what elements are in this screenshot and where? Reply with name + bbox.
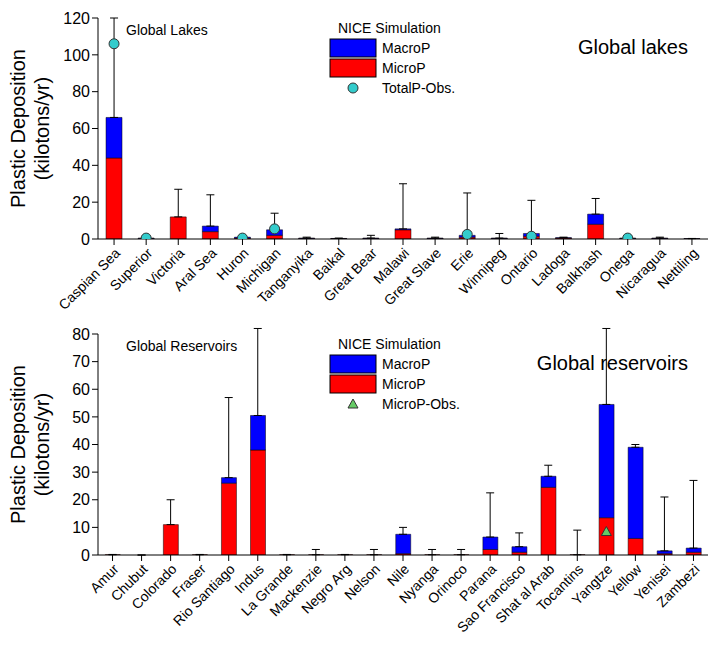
svg-text:Victoria: Victoria bbox=[143, 244, 188, 289]
html-text:MicroP: MicroP bbox=[382, 376, 426, 392]
svg-text:Orinoco: Orinoco bbox=[424, 560, 471, 607]
svg-text:Erie: Erie bbox=[447, 244, 477, 274]
html-text:Global Lakes: Global Lakes bbox=[126, 22, 208, 38]
svg-text:30: 30 bbox=[72, 464, 90, 481]
svg-text:20: 20 bbox=[72, 194, 90, 211]
svg-text:0: 0 bbox=[81, 231, 90, 248]
svg-text:Caspian Sea: Caspian Sea bbox=[55, 244, 124, 313]
svg-text:Negro Arg: Negro Arg bbox=[298, 560, 355, 617]
svg-text:Indus: Indus bbox=[231, 560, 267, 597]
svg-text:Onega: Onega bbox=[595, 244, 637, 286]
svg-text:Nelson: Nelson bbox=[341, 561, 383, 603]
svg-text:Chubut: Chubut bbox=[107, 560, 151, 605]
svg-text:Winnipeg: Winnipeg bbox=[456, 245, 509, 298]
svg-text:Yangtze: Yangtze bbox=[568, 560, 616, 608]
svg-text:Great Slave: Great Slave bbox=[381, 245, 445, 309]
html-text:NICE Simulation: NICE Simulation bbox=[338, 336, 441, 352]
svg-text:Huron: Huron bbox=[213, 244, 252, 284]
svg-text:Nyanga: Nyanga bbox=[395, 560, 442, 607]
svg-text:120: 120 bbox=[63, 10, 90, 27]
html-text:Global lakes: Global lakes bbox=[577, 36, 688, 58]
html-text:Global reservoirs: Global reservoirs bbox=[536, 352, 688, 374]
svg-text:60: 60 bbox=[72, 381, 90, 398]
html-text:MicroP-Obs.: MicroP-Obs. bbox=[382, 396, 460, 412]
svg-text:50: 50 bbox=[72, 409, 90, 426]
svg-text:La Grande: La Grande bbox=[237, 560, 296, 619]
svg-text:40: 40 bbox=[72, 157, 90, 174]
svg-text:Rio Santiago: Rio Santiago bbox=[170, 561, 238, 629]
svg-text:Amur: Amur bbox=[86, 560, 122, 596]
svg-text:Great Bear: Great Bear bbox=[320, 244, 380, 305]
html-text:NICE Simulation: NICE Simulation bbox=[338, 20, 441, 36]
svg-text:Ladoga: Ladoga bbox=[528, 244, 573, 290]
svg-text:80: 80 bbox=[72, 83, 90, 100]
svg-text:Parana: Parana bbox=[456, 560, 500, 605]
svg-text:Yellow: Yellow bbox=[605, 560, 645, 601]
svg-text:Balkhash: Balkhash bbox=[553, 245, 605, 297]
svg-text:Mackenzie: Mackenzie bbox=[266, 560, 325, 620]
svg-text:60: 60 bbox=[72, 120, 90, 137]
svg-text:80: 80 bbox=[72, 326, 90, 343]
svg-text:Fraser: Fraser bbox=[168, 560, 209, 601]
svg-text:40: 40 bbox=[72, 436, 90, 453]
svg-text:70: 70 bbox=[72, 353, 90, 370]
html-text:MacroP: MacroP bbox=[382, 356, 431, 372]
svg-text:Yenisei: Yenisei bbox=[630, 560, 674, 604]
svg-text:20: 20 bbox=[72, 491, 90, 508]
svg-text:Tanganyika: Tanganyika bbox=[254, 245, 316, 307]
svg-text:Colorado: Colorado bbox=[128, 560, 180, 613]
svg-text:10: 10 bbox=[72, 519, 90, 536]
svg-text:Nile: Nile bbox=[383, 560, 413, 590]
svg-text:Plastic Deposition(kilotons/yr: Plastic Deposition(kilotons/yr) bbox=[8, 49, 53, 208]
svg-text:Ontario: Ontario bbox=[496, 244, 541, 289]
html-text:MacroP: MacroP bbox=[382, 40, 431, 56]
svg-text:Aral Sea: Aral Sea bbox=[170, 245, 219, 294]
html-text:Global Reservoirs: Global Reservoirs bbox=[126, 338, 238, 354]
html-text:TotalP-Obs.: TotalP-Obs. bbox=[382, 80, 456, 96]
svg-text:Plastic Deposition(kilotons/yr: Plastic Deposition(kilotons/yr) bbox=[8, 365, 53, 524]
svg-text:Superior: Superior bbox=[107, 245, 156, 294]
svg-text:100: 100 bbox=[63, 47, 90, 64]
svg-text:Tocantins: Tocantins bbox=[533, 560, 587, 614]
svg-text:Shat al Arab: Shat al Arab bbox=[492, 560, 558, 627]
svg-text:Malawi: Malawi bbox=[370, 244, 413, 287]
svg-text:Nicaragua: Nicaragua bbox=[612, 244, 669, 302]
svg-text:Nettiling: Nettiling bbox=[654, 245, 701, 292]
svg-text:Zambezi: Zambezi bbox=[653, 561, 702, 610]
html-text:MicroP: MicroP bbox=[382, 60, 426, 76]
svg-text:0: 0 bbox=[81, 547, 90, 564]
svg-text:Baikal: Baikal bbox=[309, 244, 348, 284]
svg-text:Sao Francisco: Sao Francisco bbox=[453, 560, 529, 636]
svg-text:Michigan: Michigan bbox=[232, 244, 284, 296]
